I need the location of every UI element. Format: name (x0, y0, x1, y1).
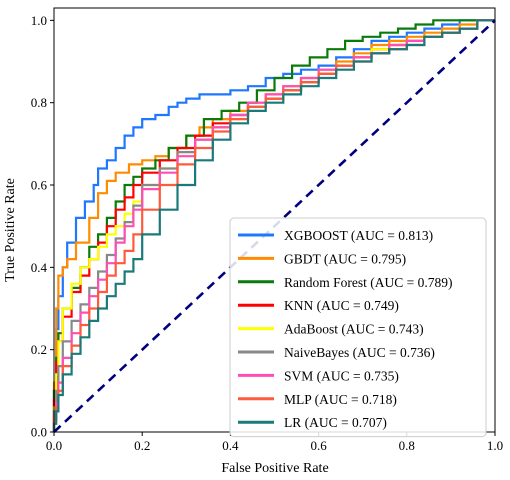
x-tick-label: 0.6 (310, 438, 327, 453)
y-tick-label: 1.0 (31, 13, 47, 28)
legend: XGBOOST (AUC = 0.813) GBDT (AUC = 0.795) R… (229, 217, 487, 438)
legend-label: Random Forest (AUC = 0.789) (284, 275, 452, 290)
axes: 0.0 0.2 0.4 0.6 0.8 1.0 0.0 0.2 0.4 0.6 0.8 1.0 (31, 7, 503, 453)
x-tick-label: 1.0 (487, 438, 503, 453)
y-tick-label: 0.6 (31, 178, 48, 193)
roc-curves (52, 19, 496, 433)
legend-label: NaiveBayes (AUC = 0.736) (284, 345, 435, 360)
legend-label: KNN (AUC = 0.749) (284, 298, 399, 313)
y-axis-label: True Positive Rate (3, 178, 18, 282)
y-tick-label: 0.0 (31, 425, 47, 440)
legend-label: MLP (AUC = 0.718) (284, 392, 397, 407)
y-tick-label: 0.4 (31, 260, 48, 275)
legend-label: AdaBoost (AUC = 0.743) (284, 322, 424, 337)
roc-curve-0 (52, 19, 495, 432)
x-tick-label: 0.0 (46, 438, 62, 453)
x-tick-label: 0.4 (222, 438, 239, 453)
legend-label: GBDT (AUC = 0.795) (284, 251, 406, 266)
y-tick-label: 0.8 (31, 95, 47, 110)
y-tick-label: 0.2 (31, 342, 47, 357)
x-axis-label: False Positive Rate (221, 461, 328, 476)
legend-label: SVM (AUC = 0.735) (284, 368, 399, 383)
legend-label: LR (AUC = 0.707) (284, 415, 387, 430)
roc-curve-8 (52, 19, 495, 432)
x-tick-label: 0.8 (399, 438, 415, 453)
legend-label: XGBOOST (AUC = 0.813) (284, 228, 433, 243)
legend-box (229, 217, 487, 438)
x-tick-label: 0.2 (134, 438, 150, 453)
